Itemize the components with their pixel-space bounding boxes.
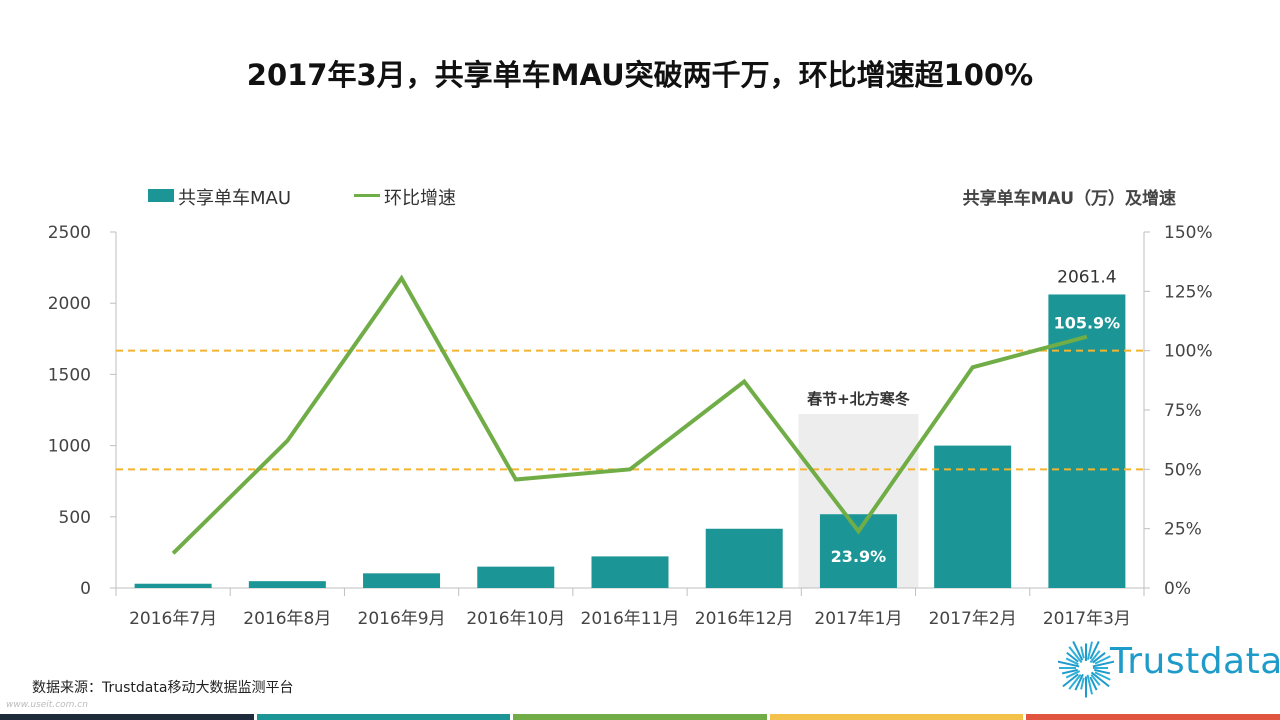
trustdata-logo: Trustdata [1057, 634, 1280, 704]
bar-mau [363, 573, 441, 588]
bar-mau [705, 528, 783, 588]
sunburst-ray [1068, 646, 1083, 664]
footer-color-segment [769, 714, 1024, 720]
sunburst-ray [1094, 655, 1111, 665]
footer-color-segment [1026, 714, 1280, 720]
bar-mau [134, 583, 212, 588]
sunburst-ray [1089, 676, 1098, 691]
annotation-label: 春节+北方寒冬 [807, 390, 910, 408]
y-left-tick-label: 500 [59, 508, 91, 528]
sunburst-ray [1061, 668, 1078, 675]
data-source: 数据来源：Trustdata移动大数据监测平台 [32, 680, 294, 696]
legend-swatch-line [354, 194, 380, 197]
bar-value-label: 2061.4 [1057, 267, 1116, 287]
footer-color-segment [256, 714, 511, 720]
bar-mau [477, 566, 555, 588]
y-right-tick-label: 0% [1164, 579, 1191, 599]
logo-text: Trustdata [1110, 641, 1280, 682]
y-right-tick-label: 100% [1164, 342, 1213, 362]
chart-subtitle: 共享单车MAU（万）及增速 [962, 189, 1176, 209]
bar-mau [934, 445, 1012, 588]
y-right-tick-label: 50% [1164, 460, 1202, 480]
sunburst-ray [1089, 640, 1100, 660]
footer-color-strip [0, 714, 1280, 720]
sunburst-ray [1090, 674, 1101, 686]
x-tick-label: 2017年1月 [814, 609, 902, 629]
x-tick-label: 2016年7月 [129, 609, 217, 629]
y-left-tick-label: 1000 [48, 437, 91, 457]
sunburst-ray [1080, 677, 1085, 690]
x-tick-label: 2016年12月 [695, 609, 794, 629]
y-right-tick-label: 150% [1164, 223, 1213, 243]
sunburst-ray [1074, 673, 1084, 691]
x-tick-label: 2017年3月 [1043, 609, 1131, 629]
growth-line [171, 274, 1088, 555]
sunburst-ray [1086, 641, 1093, 660]
footer-color-segment [513, 714, 767, 720]
y-right-tick-label: 125% [1164, 282, 1213, 302]
y-left-tick-label: 1500 [48, 365, 91, 385]
sunburst-ray [1066, 651, 1079, 663]
x-tick-label: 2016年11月 [581, 609, 680, 629]
bar-mau [591, 556, 669, 588]
y-right-tick-label: 75% [1164, 401, 1202, 421]
sunburst-ray [1094, 671, 1111, 681]
y-left-tick-label: 2000 [48, 294, 91, 314]
sunburst-ray [1090, 671, 1110, 688]
legend-swatch-bar [148, 189, 174, 202]
page-title: 2017年3月，共享单车MAU突破两千万，环比增速超100% [246, 58, 1034, 92]
sunburst-ray [1092, 660, 1115, 668]
growth-value-label: 105.9% [1054, 313, 1121, 332]
bar-mau [819, 514, 897, 588]
y-left-tick-label: 0 [80, 579, 91, 599]
sunburst-ray [1092, 651, 1106, 664]
sunburst-ray [1057, 660, 1080, 668]
bar-mau [248, 581, 326, 588]
sunburst-icon [1057, 640, 1115, 698]
sunburst-ray [1080, 646, 1085, 659]
x-tick-label: 2016年10月 [466, 609, 565, 629]
watermark: www.useit.com.cn [6, 700, 88, 710]
y-right-tick-label: 25% [1164, 520, 1202, 540]
x-tick-label: 2017年2月 [929, 609, 1017, 629]
x-tick-label: 2016年8月 [243, 609, 331, 629]
legend-label-mau: 共享单车MAU [178, 188, 292, 209]
sunburst-ray [1065, 670, 1081, 679]
sunburst-ray [1086, 674, 1093, 695]
sunburst-ray [1072, 640, 1084, 661]
sunburst-ray [1062, 673, 1079, 688]
growth-value-label: 23.9% [831, 547, 887, 566]
sunburst-ray [1065, 657, 1079, 666]
sunburst-ray [1089, 650, 1101, 664]
x-tick-label: 2016年9月 [358, 609, 446, 629]
sunburst-ray [1094, 668, 1111, 675]
y-left-tick-label: 2500 [48, 223, 91, 243]
footer-color-segment [0, 714, 254, 720]
legend-label-growth: 环比增速 [384, 188, 456, 209]
sunburst-ray [1068, 674, 1082, 690]
